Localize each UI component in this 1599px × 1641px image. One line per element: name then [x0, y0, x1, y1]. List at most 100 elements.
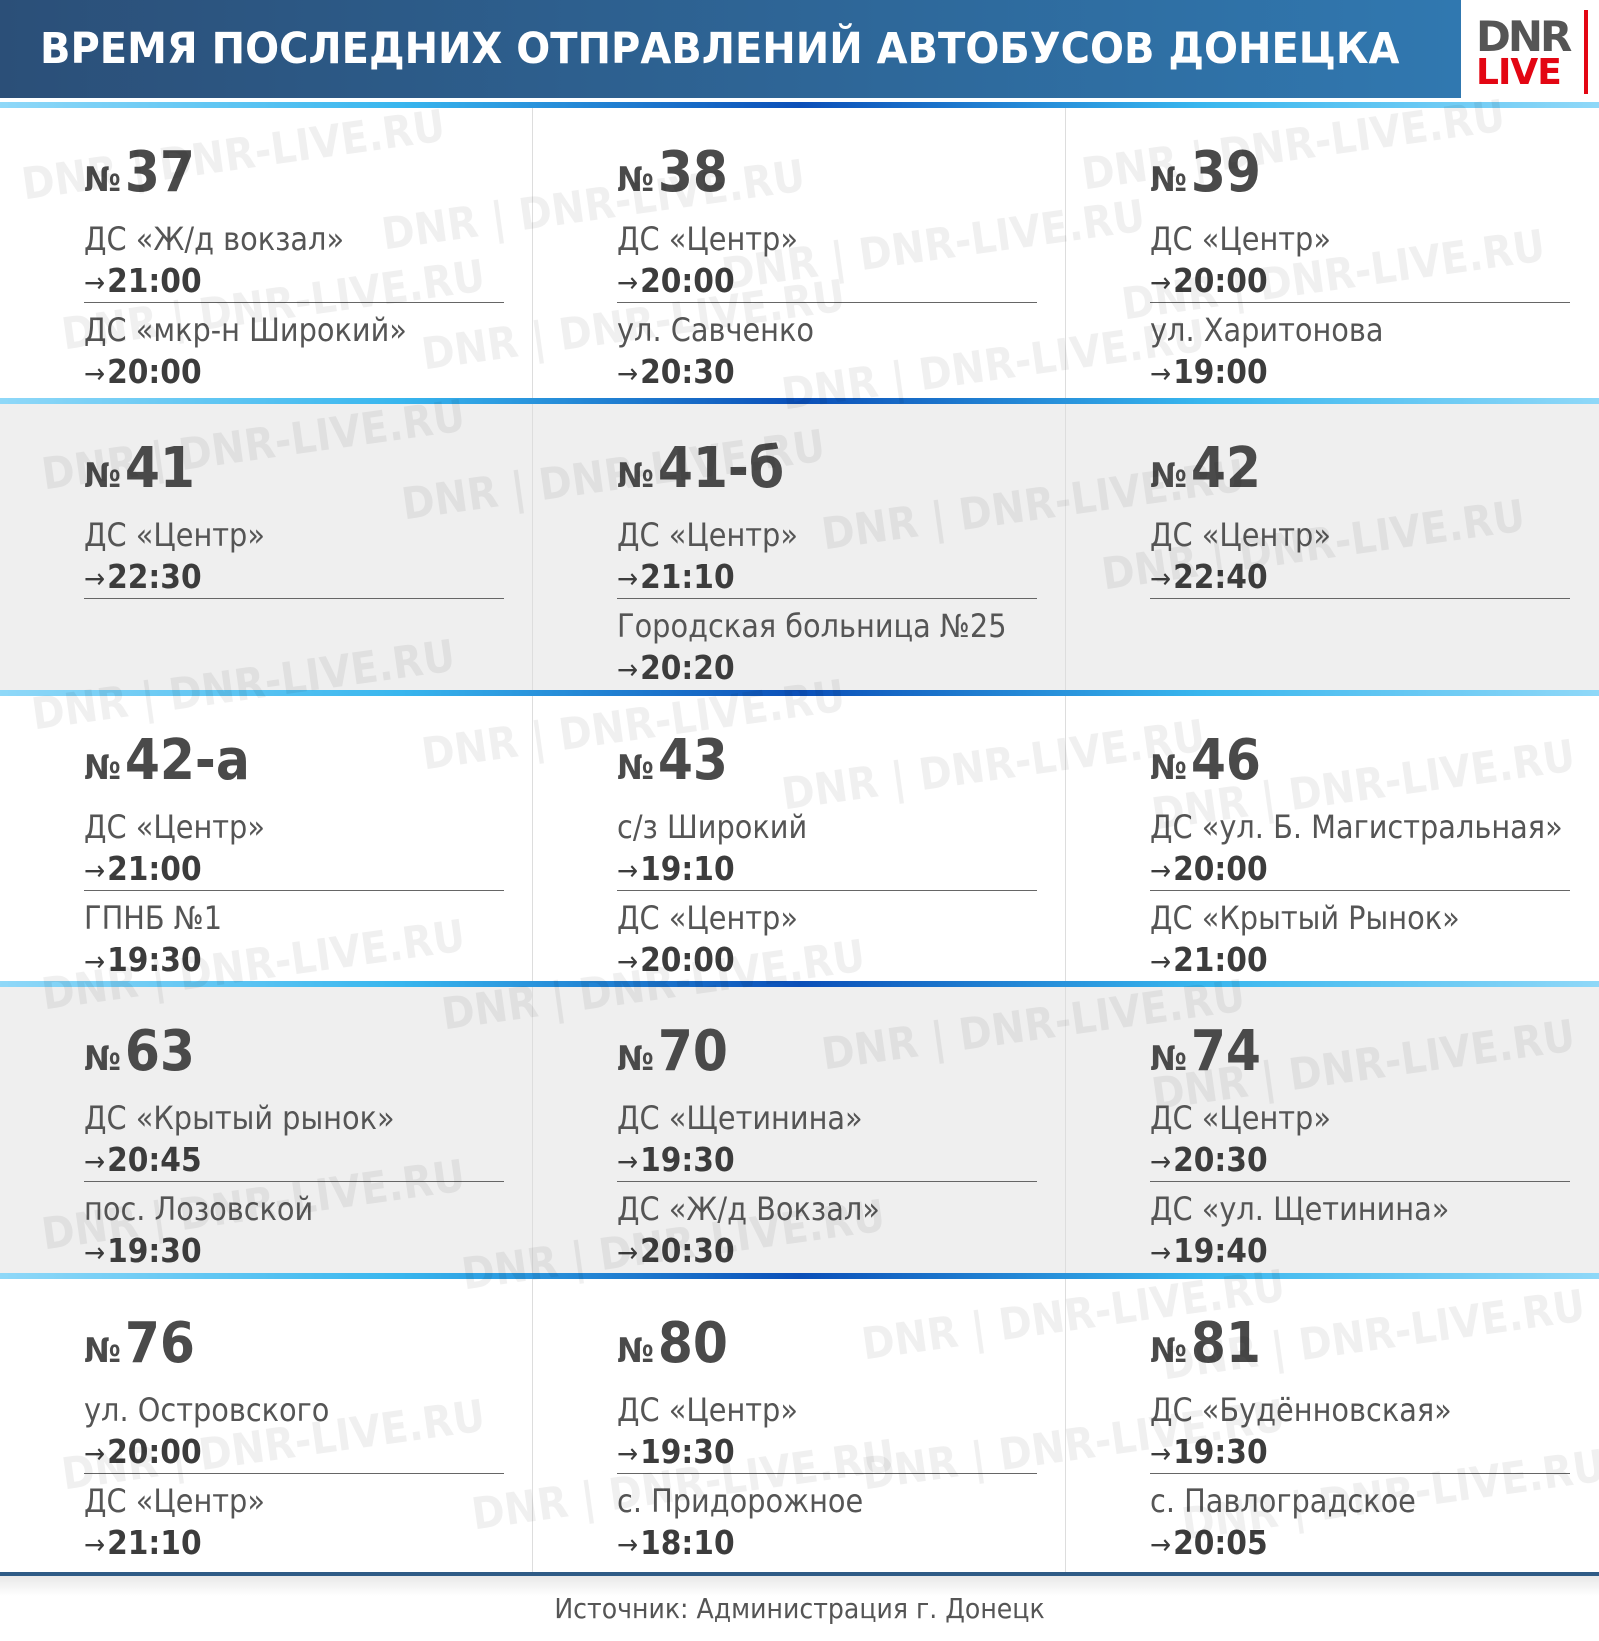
- page-title: ВРЕМЯ ПОСЛЕДНИХ ОТПРАВЛЕНИЙ АВТОБУСОВ ДО…: [40, 24, 1400, 74]
- route-row: №76 ул. Островского →20:00 ДС «Центр» →21:10…: [0, 1279, 1599, 1572]
- stop-name: пос. Лозовской: [84, 1190, 314, 1228]
- time-value: 20:00: [1173, 849, 1268, 888]
- number-sign: №: [84, 748, 121, 788]
- number-sign: №: [1150, 1331, 1187, 1371]
- stop-divider: [84, 1181, 504, 1182]
- stop-divider: [84, 890, 504, 891]
- time-value: 22:30: [107, 557, 202, 596]
- row-separator: [0, 981, 1599, 987]
- bottom-shadow: [0, 1576, 1599, 1596]
- route-card: №42-а ДС «Центр» →21:00 ГПНБ №1 →19:30: [0, 696, 533, 983]
- stop-name: с. Павлоградское: [1150, 1482, 1416, 1520]
- arrow-right-icon: →: [84, 562, 106, 595]
- arrow-right-icon: →: [617, 1437, 639, 1470]
- route-number: №43: [617, 726, 1065, 796]
- dnr-live-logo: DNR LIVE: [1470, 10, 1590, 95]
- stop-divider: [1150, 1181, 1570, 1182]
- arrow-right-icon: →: [84, 854, 106, 887]
- number-sign: №: [617, 1039, 654, 1079]
- route-number: №38: [617, 138, 1065, 208]
- stop-divider: [1150, 598, 1570, 599]
- stop-name: ул. Харитонова: [1150, 311, 1384, 349]
- time-value: 19:00: [1173, 352, 1268, 391]
- arrow-right-icon: →: [617, 1145, 639, 1178]
- route-number: №74: [1150, 1017, 1599, 1087]
- arrow-right-icon: →: [1150, 1236, 1172, 1269]
- route-row: №63 ДС «Крытый рынок» →20:45 пос. Лозовской…: [0, 987, 1599, 1275]
- row-separator: [0, 102, 1599, 108]
- departure-time: →20:00: [1150, 848, 1599, 890]
- departure-time: →20:20: [617, 647, 1065, 689]
- route-number: №76: [84, 1309, 532, 1379]
- title-banner: ВРЕМЯ ПОСЛЕДНИХ ОТПРАВЛЕНИЙ АВТОБУСОВ ДО…: [0, 0, 1461, 98]
- stop-divider: [617, 302, 1037, 303]
- stop-name: ДС «Крытый Рынок»: [1150, 899, 1460, 937]
- departure-time: →18:10: [617, 1522, 1065, 1564]
- departure-time: →21:10: [84, 1522, 532, 1564]
- stop-name: с. Придорожное: [617, 1482, 864, 1520]
- arrow-right-icon: →: [84, 357, 106, 390]
- route-number-value: 39: [1190, 140, 1261, 205]
- arrow-right-icon: →: [1150, 854, 1172, 887]
- number-sign: №: [1150, 456, 1187, 496]
- departure-time: →22:40: [1150, 556, 1599, 598]
- stop-name: ДС «Центр»: [1150, 1099, 1331, 1137]
- number-sign: №: [617, 1331, 654, 1371]
- departure-time: →20:30: [617, 351, 1065, 393]
- route-number-value: 43: [657, 728, 728, 793]
- stop-name: с/з Широкий: [617, 808, 808, 846]
- departure-time: →19:30: [1150, 1431, 1599, 1473]
- arrow-right-icon: →: [84, 1236, 106, 1269]
- stop-name: ДС «Центр»: [617, 220, 798, 258]
- departure-time: →19:30: [84, 939, 532, 981]
- route-number-value: 42-а: [124, 728, 250, 793]
- stop-name: ДС «Ж/д Вокзал»: [617, 1190, 880, 1228]
- arrow-right-icon: →: [617, 562, 639, 595]
- route-card: №80 ДС «Центр» →19:30 с. Придорожное →18:10: [533, 1279, 1066, 1572]
- arrow-right-icon: →: [617, 945, 639, 978]
- time-value: 19:30: [640, 1432, 735, 1471]
- number-sign: №: [84, 456, 121, 496]
- source-note: Источник: Администрация г. Донецк: [554, 1592, 1045, 1625]
- number-sign: №: [1150, 748, 1187, 788]
- stop-divider: [617, 1181, 1037, 1182]
- arrow-right-icon: →: [617, 1236, 639, 1269]
- stop-name: ДС «Центр»: [617, 516, 798, 554]
- time-value: 21:00: [1173, 940, 1268, 979]
- row-separator: [0, 398, 1599, 404]
- logo-dnr: DNR: [1476, 12, 1572, 61]
- number-sign: №: [84, 1039, 121, 1079]
- stop-divider: [617, 598, 1037, 599]
- stop-divider: [617, 890, 1037, 891]
- arrow-right-icon: →: [1150, 1528, 1172, 1561]
- stop-name: ДС «Ж/д вокзал»: [84, 220, 345, 258]
- route-card: №43 с/з Широкий →19:10 ДС «Центр» →20:00: [533, 696, 1066, 983]
- arrow-right-icon: →: [1150, 945, 1172, 978]
- route-number: №81: [1150, 1309, 1599, 1379]
- route-number-value: 41-б: [657, 436, 785, 501]
- departure-time: →20:00: [1150, 260, 1599, 302]
- departure-time: →20:30: [1150, 1139, 1599, 1181]
- arrow-right-icon: →: [84, 945, 106, 978]
- departure-time: →19:30: [617, 1139, 1065, 1181]
- departure-time: →19:30: [617, 1431, 1065, 1473]
- number-sign: №: [84, 160, 121, 200]
- departure-time: →22:30: [84, 556, 532, 598]
- stop-name: ГПНБ №1: [84, 899, 223, 937]
- route-number: №63: [84, 1017, 532, 1087]
- arrow-right-icon: →: [1150, 266, 1172, 299]
- time-value: 20:30: [1173, 1140, 1268, 1179]
- stop-name: ДС «Центр»: [84, 1482, 265, 1520]
- time-value: 21:10: [107, 1523, 202, 1562]
- row-separator: [0, 690, 1599, 696]
- arrow-right-icon: →: [617, 653, 639, 686]
- time-value: 20:45: [107, 1140, 202, 1179]
- stop-name: ДС «мкр-н Широкий»: [84, 311, 407, 349]
- route-card: №46 ДС «ул. Б. Магистральная» →20:00 ДС «Кр…: [1066, 696, 1599, 983]
- route-card: №70 ДС «Щетинина» →19:30 ДС «Ж/д Вокзал» →20…: [533, 987, 1066, 1275]
- bottom-divider: [0, 1572, 1599, 1576]
- arrow-right-icon: →: [84, 1528, 106, 1561]
- route-number-value: 46: [1190, 728, 1261, 793]
- number-sign: №: [84, 1331, 121, 1371]
- number-sign: №: [1150, 1039, 1187, 1079]
